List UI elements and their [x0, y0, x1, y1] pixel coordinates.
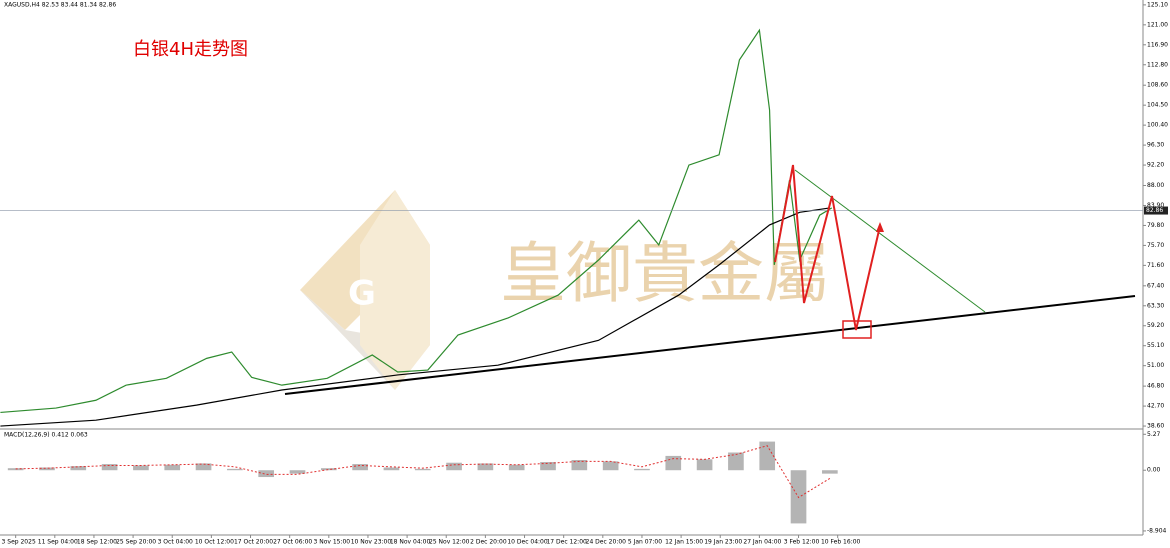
- x-tick-label: 10 Nov 23:00: [351, 539, 392, 546]
- macd-bar: [759, 441, 776, 471]
- macd-bar: [634, 468, 650, 471]
- x-tick-label: 3 Nov 15:00: [313, 539, 350, 546]
- last-price-label: 82.86: [1146, 207, 1163, 214]
- x-tick-label: 3 Feb 12:00: [784, 539, 820, 546]
- y-tick-label: 121.00: [1147, 21, 1168, 28]
- x-tick-label: 27 Jan 04:00: [743, 539, 781, 546]
- x-tick-label: 11 Sep 04:00: [38, 539, 78, 546]
- y-tick-label: 92.20: [1147, 162, 1164, 169]
- macd-label: MACD(12,26,9) 0.412 0.063: [4, 432, 88, 439]
- macd-bar: [446, 462, 462, 471]
- x-tick-label: 2 Dec 20:00: [470, 539, 507, 546]
- y-tick-label: 100.40: [1147, 122, 1168, 129]
- chart-title: 白银4H走势图: [133, 39, 248, 60]
- macd-bar: [7, 468, 24, 471]
- x-tick-label: 18 Nov 04:00: [390, 539, 431, 546]
- y-tick-label: 83.90: [1147, 202, 1164, 209]
- macd-bar: [477, 463, 494, 471]
- macd-bar: [665, 455, 682, 471]
- y-tick-label: 112.80: [1147, 61, 1168, 68]
- y-tick-label: 46.80: [1147, 383, 1164, 390]
- y-tick-label: 79.80: [1147, 222, 1164, 229]
- macd-bar: [352, 464, 368, 471]
- y-tick-label: 71.60: [1147, 262, 1164, 269]
- x-tick-label: 3 Sep 2025: [2, 539, 36, 546]
- y-tick-label: 116.90: [1147, 41, 1168, 48]
- macd-bar: [602, 461, 619, 471]
- macd-bar: [822, 470, 838, 474]
- y-tick-label: 67.40: [1147, 282, 1164, 289]
- macd-bar: [227, 468, 243, 471]
- price-line: [15, 445, 831, 499]
- macd-bar: [101, 464, 118, 471]
- support-line: [284, 295, 1136, 395]
- macd-bar: [195, 463, 212, 471]
- macd-bar: [414, 468, 431, 471]
- y-tick-label: -8.904: [1147, 527, 1167, 534]
- y-tick-label: 104.50: [1147, 102, 1168, 109]
- x-tick-label: 10 Feb 16:00: [821, 539, 861, 546]
- macd-bar: [258, 470, 275, 478]
- x-tick-label: 19 Jan 23:00: [704, 539, 742, 546]
- y-tick-label: 96.30: [1147, 142, 1164, 149]
- y-tick-label: 38.60: [1147, 423, 1164, 430]
- resistance-line: [794, 169, 986, 313]
- y-tick-label: 108.60: [1147, 82, 1168, 89]
- y-tick-label: 88.00: [1147, 182, 1164, 189]
- target-box: [842, 320, 872, 339]
- macd-bar: [508, 464, 525, 471]
- y-tick-label: 125.10: [1147, 1, 1168, 8]
- x-tick-label: 5 Jan 07:00: [628, 539, 662, 546]
- x-tick-label: 24 Dec 20:00: [586, 539, 627, 546]
- macd-bar: [320, 468, 337, 471]
- x-tick-label: 27 Oct 06:00: [273, 539, 312, 546]
- x-tick-label: 3 Oct 04:00: [158, 539, 193, 546]
- watermark-logo: G: [300, 190, 430, 390]
- x-tick-label: 25 Nov 12:00: [429, 539, 470, 546]
- macd-bar: [289, 470, 306, 474]
- macd-bar: [383, 467, 400, 471]
- macd-bar: [540, 462, 556, 471]
- y-tick-label: 59.20: [1147, 322, 1164, 329]
- x-tick-label: 10 Oct 12:00: [195, 539, 234, 546]
- y-tick-label: 55.10: [1147, 342, 1164, 349]
- macd-bar: [728, 452, 744, 471]
- macd-bar: [133, 465, 149, 471]
- macd-bar: [696, 459, 713, 471]
- y-tick-label: 75.70: [1147, 242, 1164, 249]
- macd-bar: [164, 464, 181, 471]
- x-tick-label: 12 Jan 15:00: [665, 539, 703, 546]
- price-line: [0, 28, 833, 414]
- x-tick-label: 10 Dec 04:00: [507, 539, 548, 546]
- price-line: [0, 207, 830, 427]
- y-tick-label: 42.70: [1147, 403, 1164, 410]
- macd-bar: [39, 467, 55, 471]
- y-tick-label: 63.30: [1147, 302, 1164, 309]
- svg-text:G: G: [348, 274, 376, 314]
- y-tick-label: 0.00: [1147, 467, 1161, 474]
- last-price-box: [1144, 206, 1168, 215]
- x-tick-label: 17 Dec 12:00: [546, 539, 587, 546]
- macd-bar: [70, 466, 87, 471]
- x-tick-label: 25 Sep 20:00: [116, 539, 156, 546]
- y-tick-label: 5.27: [1147, 431, 1161, 438]
- watermark: 皇御貴金屬: [500, 235, 830, 312]
- arrowhead: [876, 222, 884, 232]
- header: XAGUSD,H4 82.53 83.44 81.34 82.86: [4, 2, 116, 9]
- y-tick-label: 51.00: [1147, 362, 1164, 369]
- forecast-path: [774, 164, 881, 331]
- x-tick-label: 17 Oct 20:00: [234, 539, 273, 546]
- x-tick-label: 18 Sep 12:00: [77, 539, 117, 546]
- macd-bar: [571, 460, 588, 471]
